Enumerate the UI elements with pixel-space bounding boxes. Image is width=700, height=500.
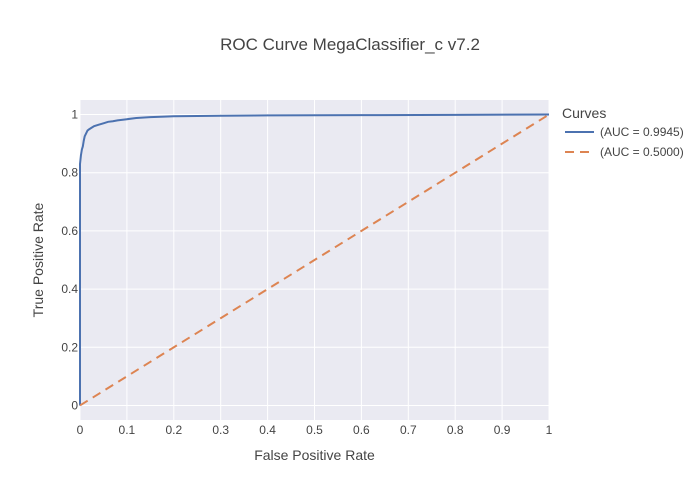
legend-label-0: (AUC = 0.9945)	[600, 125, 684, 139]
y-tick-label: 0.4	[61, 282, 78, 296]
x-tick-label: 0.1	[119, 423, 136, 437]
x-tick-label: 0.5	[306, 423, 323, 437]
x-tick-label: 0.4	[259, 423, 276, 437]
chart-title: ROC Curve MegaClassifier_c v7.2	[220, 35, 480, 54]
x-tick-label: 0.8	[447, 423, 464, 437]
y-axis-ticks: 0 0.2 0.4 0.6 0.8 1	[61, 108, 78, 413]
legend[interactable]: Curves (AUC = 0.9945) (AUC = 0.5000)	[562, 105, 684, 159]
legend-items: (AUC = 0.9945) (AUC = 0.5000)	[565, 125, 684, 159]
y-tick-label: 0.6	[61, 224, 78, 238]
y-tick-label: 0	[71, 398, 78, 412]
x-tick-label: 1	[546, 423, 553, 437]
x-tick-label: 0	[77, 423, 84, 437]
y-axis-title: True Positive Rate	[30, 202, 46, 317]
x-tick-label: 0.3	[212, 423, 229, 437]
x-tick-label: 0.2	[165, 423, 182, 437]
y-tick-label: 0.8	[61, 166, 78, 180]
legend-title: Curves	[562, 105, 606, 121]
legend-label-1: (AUC = 0.5000)	[600, 145, 684, 159]
x-tick-label: 0.6	[353, 423, 370, 437]
x-tick-label: 0.7	[400, 423, 417, 437]
x-tick-label: 0.9	[494, 423, 511, 437]
y-tick-label: 1	[71, 108, 78, 122]
x-axis-ticks: 0 0.1 0.2 0.3 0.4 0.5 0.6 0.7 0.8 0.9 1	[77, 423, 553, 437]
series-lines	[79, 113, 550, 407]
series-line-0	[79, 113, 550, 406]
series-line-1	[79, 113, 550, 407]
x-axis-title: False Positive Rate	[254, 447, 375, 463]
y-tick-label: 0.2	[61, 340, 78, 354]
grid-lines	[79, 100, 550, 420]
